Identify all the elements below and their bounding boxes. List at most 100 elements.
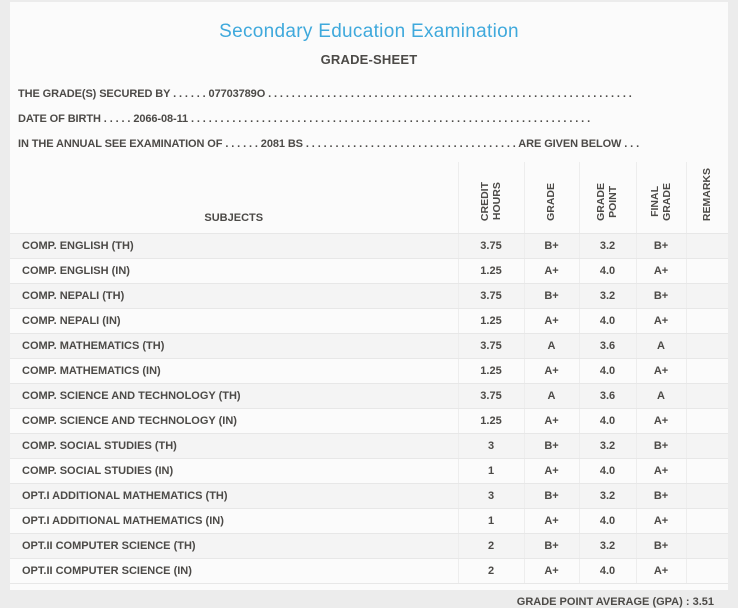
info-line-grades-secured-by: THE GRADE(S) SECURED BY . . . . . . 0770… [18,88,632,100]
subject-cell: COMP. MATHEMATICS (IN) [10,358,458,385]
grade-point-cell: 3.6 [578,383,636,410]
grade-table-body: COMP. ENGLISH (TH) 3.75 B+ 3.2 B+ COMP. ENGLI… [10,233,728,585]
subject-cell: OPT.I ADDITIONAL MATHEMATICS (TH) [10,483,458,510]
column-header-remarks-label: REMARKS [701,168,714,222]
table-row: COMP. MATHEMATICS (TH) 3.75 A 3.6 A [10,333,728,360]
remarks-cell [685,383,728,410]
column-header-grade-point-label: GRADE POINT [595,183,620,222]
subject-cell: COMP. MATHEMATICS (TH) [10,333,458,360]
grade-point-cell: 4.0 [578,508,636,535]
grade-cell: B+ [523,533,579,560]
column-header-credit-hours: CREDIT HOURS [457,162,524,235]
subject-cell: COMP. ENGLISH (TH) [10,233,458,260]
table-row: COMP. NEPALI (IN) 1.25 A+ 4.0 A+ [10,308,728,335]
credit-hours-cell: 1.25 [457,408,524,435]
column-header-final-grade: FINAL GRADE [635,162,686,235]
info-line-date-of-birth: DATE OF BIRTH . . . . . 2066-08-11 . . .… [18,113,591,125]
credit-hours-cell: 3.75 [457,383,524,410]
table-row: OPT.II COMPUTER SCIENCE (IN) 2 A+ 4.0 A+ [10,558,728,585]
grade-cell: A+ [523,258,579,285]
subject-cell: COMP. SCIENCE AND TECHNOLOGY (TH) [10,383,458,410]
column-header-subjects: SUBJECTS [10,162,458,235]
remarks-cell [685,308,728,335]
final-grade-cell: A [635,333,686,360]
remarks-cell [685,258,728,285]
grade-point-cell: 4.0 [578,308,636,335]
credit-hours-cell: 3.75 [457,233,524,260]
subject-cell: COMP. NEPALI (TH) [10,283,458,310]
grade-point-cell: 3.2 [578,533,636,560]
grade-point-cell: 4.0 [578,458,636,485]
credit-hours-cell: 2 [457,558,524,585]
subject-cell: OPT.II COMPUTER SCIENCE (IN) [10,558,458,585]
grade-point-cell: 4.0 [578,358,636,385]
table-row: COMP. SOCIAL STUDIES (IN) 1 A+ 4.0 A+ [10,458,728,485]
column-header-final-grade-label: FINAL GRADE [648,183,673,222]
final-grade-cell: B+ [635,433,686,460]
grade-cell: B+ [523,433,579,460]
final-grade-cell: B+ [635,483,686,510]
info-line-examination-year: IN THE ANNUAL SEE EXAMINATION OF . . . .… [18,138,640,150]
grade-cell: A+ [523,508,579,535]
final-grade-cell: B+ [635,533,686,560]
table-row: COMP. SCIENCE AND TECHNOLOGY (TH) 3.75 A 3.… [10,383,728,410]
table-row: OPT.II COMPUTER SCIENCE (TH) 2 B+ 3.2 B+ [10,533,728,560]
grade-cell: A+ [523,558,579,585]
subject-cell: COMP. NEPALI (IN) [10,308,458,335]
grade-point-cell: 3.2 [578,433,636,460]
remarks-cell [685,333,728,360]
credit-hours-cell: 1.25 [457,358,524,385]
gpa-summary: GRADE POINT AVERAGE (GPA) : 3.51 [10,584,728,608]
candidate-info: THE GRADE(S) SECURED BY . . . . . . 0770… [10,82,728,157]
table-row: COMP. ENGLISH (TH) 3.75 B+ 3.2 B+ [10,233,728,260]
table-header-row: SUBJECTS CREDIT HOURS GRADE GRADE POINT … [10,162,728,235]
credit-hours-cell: 2 [457,533,524,560]
grade-point-cell: 3.2 [578,283,636,310]
grade-cell: A+ [523,408,579,435]
final-grade-cell: B+ [635,233,686,260]
remarks-cell [685,283,728,310]
remarks-cell [685,458,728,485]
remarks-cell [685,483,728,510]
grade-point-cell: 4.0 [578,558,636,585]
credit-hours-cell: 3 [457,483,524,510]
credit-hours-cell: 1 [457,458,524,485]
remarks-cell [685,233,728,260]
table-row: COMP. MATHEMATICS (IN) 1.25 A+ 4.0 A+ [10,358,728,385]
subject-cell: OPT.I ADDITIONAL MATHEMATICS (IN) [10,508,458,535]
final-grade-cell: A [635,383,686,410]
grade-cell: A+ [523,308,579,335]
credit-hours-cell: 3.75 [457,283,524,310]
table-row: OPT.I ADDITIONAL MATHEMATICS (TH) 3 B+ 3.2 B… [10,483,728,510]
column-header-grade: GRADE [523,162,579,235]
final-grade-cell: A+ [635,258,686,285]
grade-point-cell: 3.6 [578,333,636,360]
grade-cell: B+ [523,233,579,260]
table-row: OPT.I ADDITIONAL MATHEMATICS (IN) 1 A+ 4.0 A… [10,508,728,535]
remarks-cell [685,433,728,460]
final-grade-cell: A+ [635,458,686,485]
final-grade-cell: A+ [635,308,686,335]
subject-cell: COMP. SCIENCE AND TECHNOLOGY (IN) [10,408,458,435]
credit-hours-cell: 1.25 [457,258,524,285]
grade-sheet: Secondary Education Examination GRADE-SH… [10,2,728,608]
grade-cell: B+ [523,283,579,310]
grade-point-cell: 4.0 [578,408,636,435]
grade-point-cell: 4.0 [578,258,636,285]
sheet-subtitle: GRADE-SHEET [320,52,418,67]
final-grade-cell: A+ [635,508,686,535]
column-header-credit-hours-label: CREDIT HOURS [478,182,503,222]
remarks-cell [685,408,728,435]
gpa-label: GRADE POINT AVERAGE (GPA) : [516,596,690,608]
subject-cell: COMP. SOCIAL STUDIES (IN) [10,458,458,485]
remarks-cell [685,533,728,560]
column-header-grade-label: GRADE [545,183,558,222]
grade-cell: A+ [523,358,579,385]
column-header-remarks: REMARKS [685,162,728,235]
grade-point-cell: 3.2 [578,483,636,510]
table-row: COMP. ENGLISH (IN) 1.25 A+ 4.0 A+ [10,258,728,285]
remarks-cell [685,558,728,585]
grade-cell: A+ [523,458,579,485]
grade-cell: A [523,383,579,410]
